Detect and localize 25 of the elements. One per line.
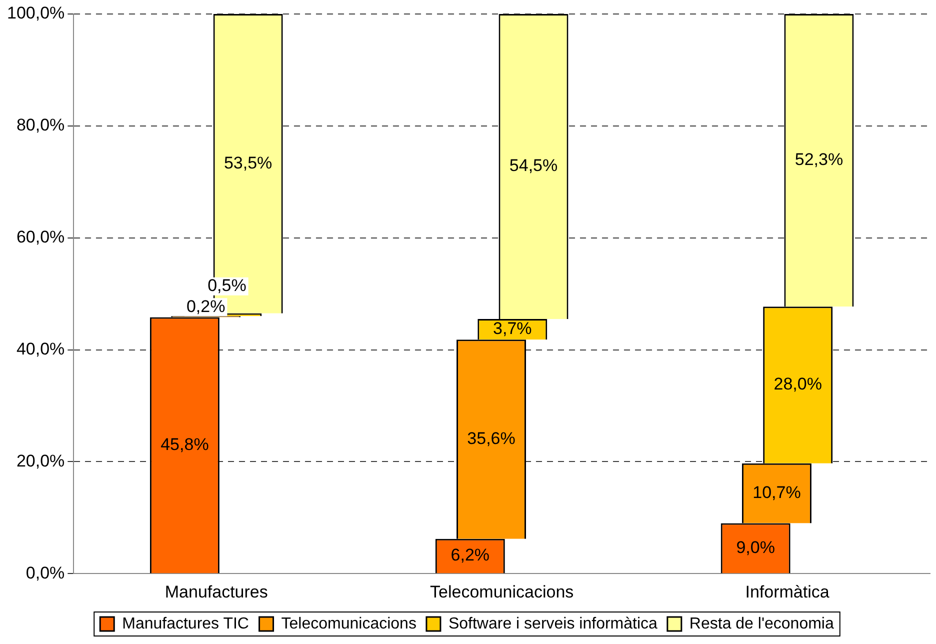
- data-label: 45,8%: [160, 434, 209, 454]
- x-tick-label: Manufactures: [164, 582, 268, 602]
- y-tick-label: 80,0%: [16, 116, 65, 135]
- data-label: 35,6%: [467, 428, 516, 448]
- data-label: 54,5%: [509, 156, 558, 176]
- y-tick-label: 20,0%: [16, 451, 65, 470]
- y-tick-label: 0,0%: [26, 563, 65, 582]
- legend-label: Telecomunicacions: [281, 615, 416, 632]
- y-tick-label: 100,0%: [6, 4, 65, 23]
- data-label: 53,5%: [224, 153, 272, 172]
- data-label: 10,7%: [752, 482, 801, 502]
- data-label: 0,5%: [208, 276, 246, 296]
- x-tick-label: Informàtica: [745, 582, 830, 602]
- data-label: 52,3%: [794, 150, 844, 170]
- data-label: 0,2%: [186, 296, 226, 316]
- data-label: 6,2%: [450, 546, 490, 565]
- legend-label: Software i serveis informàtica: [448, 615, 658, 632]
- data-label: 28,0%: [774, 374, 822, 394]
- legend-label: Resta de l'economia: [689, 615, 834, 632]
- data-label: 9,0%: [736, 538, 775, 557]
- x-tick-label: Telecomunicacions: [430, 582, 574, 602]
- data-label: 3,7%: [493, 319, 532, 338]
- y-tick-label: 60,0%: [16, 228, 65, 247]
- y-tick-label: 40,0%: [16, 339, 65, 358]
- legend-label: Manufactures TIC: [122, 615, 249, 632]
